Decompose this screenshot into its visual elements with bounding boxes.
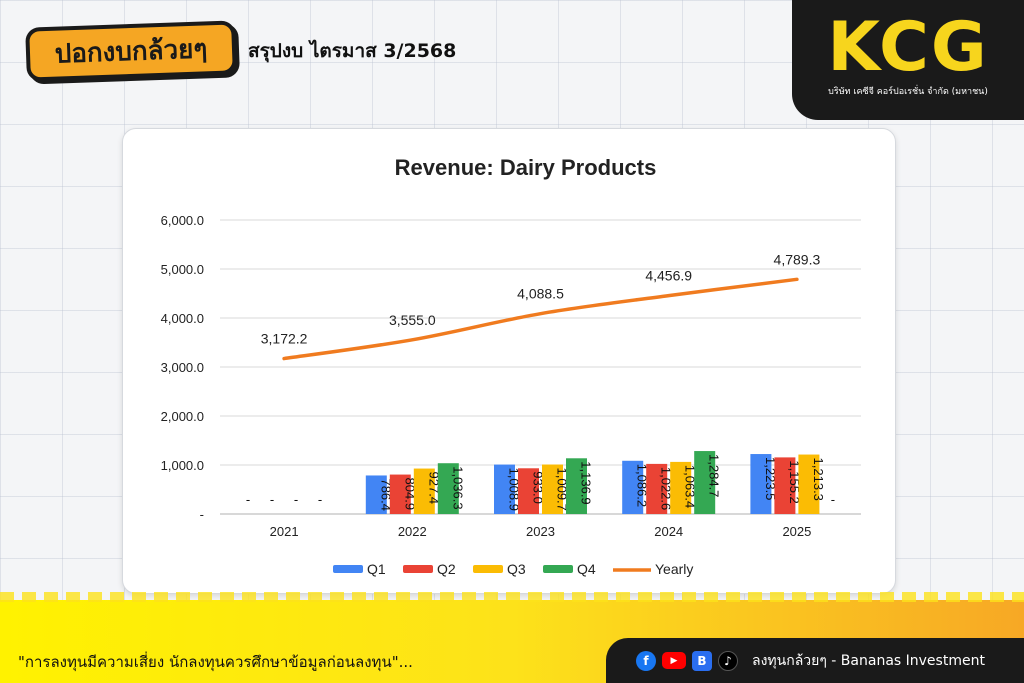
bar-q4 (437, 463, 459, 514)
bar-q2 (646, 463, 668, 514)
legend-swatch-q4 (543, 565, 573, 573)
tiktok-icon[interactable]: ♪ (718, 650, 738, 671)
bar-data-label: 1,009.7 (555, 468, 570, 511)
revenue-chart: Revenue: Dairy Products - 1,000.0 2,000.0 3,… (161, 155, 861, 577)
chart-card: Revenue: Dairy Products - 1,000.0 2,000.0 3,… (122, 128, 896, 594)
legend-label: Q2 (437, 561, 456, 577)
bar-data-label: 1,136.9 (579, 461, 594, 504)
bar-q3 (798, 454, 820, 514)
bar-data-label: 933.0 (531, 471, 546, 504)
bar-q1 (494, 464, 515, 514)
legend-swatch-q3 (473, 565, 503, 573)
bar-data-label: - (831, 492, 835, 507)
y-tick-label: 4,000.0 (161, 311, 204, 326)
yearly-data-label: 4,789.3 (774, 251, 821, 267)
x-tick-label: 2023 (526, 524, 555, 539)
y-tick-label: 5,000.0 (161, 262, 204, 277)
bar-q4 (566, 458, 587, 514)
chart-title: Revenue: Dairy Products (395, 155, 657, 180)
channel-name: ลงทุนกล้วยๆ - Bananas Investment (752, 652, 985, 669)
bar-data-label: - (294, 492, 298, 507)
yearly-data-label: 4,088.5 (517, 286, 564, 302)
legend-swatch-q2 (403, 565, 433, 573)
blockdit-icon[interactable]: B (692, 650, 712, 671)
legend-swatch-q1 (333, 565, 363, 573)
bar-q2 (518, 468, 539, 514)
bar-q1 (750, 454, 772, 514)
bar-data-label: 1,022.6 (659, 467, 674, 510)
bar-data-label: - (246, 492, 250, 507)
bar-q1 (365, 475, 387, 514)
bar-data-label: - (270, 492, 274, 507)
social-bar: f ▶ B ♪ ลงทุนกล้วยๆ - Bananas Investment (606, 638, 1024, 683)
bar-q3 (670, 461, 692, 514)
youtube-icon[interactable]: ▶ (662, 652, 686, 669)
bar-data-label: 1,155.2 (787, 460, 802, 503)
bar-q3 (413, 468, 435, 514)
bar-data-label: 1,086.2 (635, 464, 650, 507)
bar-data-label: 1,223.5 (763, 457, 778, 500)
y-tick-label: 2,000.0 (161, 409, 204, 424)
page-title: สรุปงบ ไตรมาส 3/2568 (248, 40, 457, 62)
company-logo: KCG (827, 8, 989, 87)
bar-q4 (694, 451, 716, 514)
legend-label: Q1 (367, 561, 386, 577)
y-tick-label: - (200, 507, 204, 522)
yearly-line (282, 277, 799, 361)
legend-label: Yearly (655, 561, 693, 577)
bar-data-label: 1,008.9 (507, 468, 522, 511)
company-full-name: บริษัท เคซีจี คอร์ปอเรชั่น จำกัด (มหาชน) (828, 87, 988, 97)
bar-q3 (542, 464, 563, 514)
bar-data-label: 804.9 (402, 478, 417, 511)
bar-data-label: 1,213.3 (811, 458, 826, 501)
facebook-icon[interactable]: f (636, 650, 656, 671)
bar-q2 (389, 474, 411, 514)
x-tick-label: 2022 (398, 524, 427, 539)
bar-q1 (622, 460, 644, 514)
brand-logo: ปอกงบกล้วยๆ (25, 20, 237, 82)
disclaimer-text: "การลงทุนมีความเสี่ยง นักลงทุนควรศึกษาข้… (18, 653, 413, 671)
bar-data-label: 786.4 (378, 478, 393, 511)
x-tick-label: 2021 (270, 524, 299, 539)
y-tick-label: 3,000.0 (161, 360, 204, 375)
brand-logo-text: ปอกงบกล้วยๆ (54, 33, 208, 70)
bar-data-label: - (318, 492, 322, 507)
yearly-data-label: 3,555.0 (389, 312, 436, 328)
legend-label: Q3 (507, 561, 526, 577)
bar-data-label: 1,063.4 (683, 465, 698, 508)
yearly-data-label: 3,172.2 (261, 331, 308, 347)
bar-data-label: 1,284.7 (707, 454, 722, 497)
x-tick-label: 2024 (654, 524, 683, 539)
legend-label: Q4 (577, 561, 596, 577)
y-tick-label: 1,000.0 (161, 458, 204, 473)
bar-data-label: 1,036.3 (450, 466, 465, 509)
bar-data-label: 927.4 (426, 472, 441, 505)
company-logo-panel: KCG บริษัท เคซีจี คอร์ปอเรชั่น จำกัด (มห… (792, 0, 1024, 120)
x-tick-label: 2025 (782, 524, 811, 539)
y-tick-label: 6,000.0 (161, 213, 204, 228)
bar-q2 (774, 457, 796, 514)
yearly-data-label: 4,456.9 (645, 268, 692, 284)
